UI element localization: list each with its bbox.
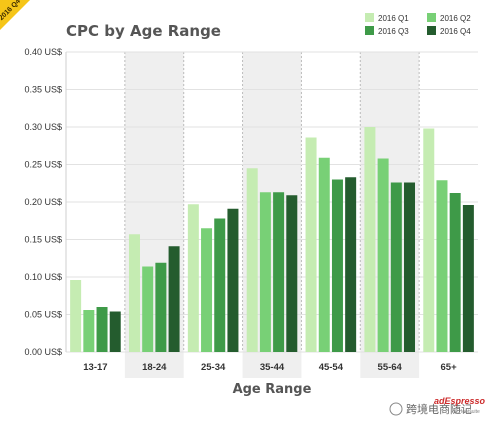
bar-35-44-2016-Q3 (273, 192, 285, 352)
x-axis-label: Age Range (233, 382, 312, 397)
x-tick-label: 25-34 (201, 362, 226, 373)
bar-55-64-2016-Q2 (377, 158, 389, 352)
y-tick-label: 0.20 US$ (24, 197, 62, 207)
y-tick-label: 0.40 US$ (24, 47, 62, 57)
legend-label: 2016 Q1 (378, 14, 409, 23)
watermark-logo: adEspresso (434, 396, 486, 406)
bar-25-34-2016-Q2 (201, 228, 213, 352)
bar-35-44-2016-Q1 (246, 168, 258, 352)
legend-label: 2016 Q3 (378, 27, 409, 36)
badge-ribbon-shape (0, 0, 30, 30)
bar-65+-2016-Q2 (436, 180, 448, 352)
bar-13-17-2016-Q2 (83, 310, 95, 352)
bar-55-64-2016-Q3 (390, 182, 402, 352)
bar-35-44-2016-Q2 (259, 192, 271, 352)
legend-label: 2016 Q2 (440, 14, 471, 23)
bar-18-24-2016-Q4 (168, 246, 180, 352)
bar-45-54-2016-Q3 (331, 179, 343, 352)
y-tick-label: 0.35 US$ (24, 85, 62, 95)
corner-badge: 2016 Q4 (0, 0, 30, 30)
bar-45-54-2016-Q4 (345, 177, 357, 352)
x-tick-label: 13-17 (83, 362, 107, 373)
bar-25-34-2016-Q3 (214, 218, 226, 352)
bar-45-54-2016-Q2 (318, 157, 330, 352)
bar-25-34-2016-Q4 (227, 208, 239, 352)
x-tick-label: 55-64 (378, 362, 403, 373)
legend-swatch (365, 13, 374, 22)
y-tick-label: 0.30 US$ (24, 122, 62, 132)
watermark-logo-sub: by Hootsuite (452, 409, 480, 415)
legend: 2016 Q1 2016 Q2 2016 Q3 2016 Q4 (365, 13, 471, 36)
legend-label: 2016 Q4 (440, 27, 471, 36)
bar-65+-2016-Q1 (423, 128, 435, 352)
y-tick-label: 0.05 US$ (24, 310, 62, 320)
bar-25-34-2016-Q1 (187, 204, 199, 352)
x-tick-label: 65+ (441, 362, 458, 373)
watermark: 跨境电商随记 adEspresso by Hootsuite (389, 396, 486, 416)
y-tick-label: 0.10 US$ (24, 272, 62, 282)
legend-swatch (427, 26, 436, 35)
y-axis-ticks: 0.00 US$ 0.05 US$ 0.10 US$ 0.15 US$ 0.20 US$… (24, 47, 62, 357)
bar-65+-2016-Q3 (449, 193, 461, 352)
x-axis-ticks: 13-17 18-24 25-34 35-44 45-54 55-64 65+ (83, 362, 457, 373)
bar-13-17-2016-Q4 (109, 311, 121, 352)
bar-65+-2016-Q4 (462, 205, 474, 352)
x-tick-label: 18-24 (142, 362, 167, 373)
bar-13-17-2016-Q1 (70, 280, 82, 352)
bar-35-44-2016-Q4 (286, 195, 298, 352)
x-tick-label: 35-44 (260, 362, 285, 373)
legend-swatch (427, 13, 436, 22)
y-tick-label: 0.15 US$ (24, 235, 62, 245)
bar-55-64-2016-Q1 (364, 127, 376, 352)
bar-13-17-2016-Q3 (96, 307, 108, 352)
bar-18-24-2016-Q1 (128, 234, 140, 352)
x-tick-label: 45-54 (319, 362, 344, 373)
y-tick-label: 0.00 US$ (24, 347, 62, 357)
bar-55-64-2016-Q4 (404, 182, 416, 352)
watermark-text: 跨境电商随记 (406, 402, 472, 416)
bar-45-54-2016-Q1 (305, 137, 317, 352)
bars (70, 127, 474, 352)
bar-18-24-2016-Q3 (155, 262, 167, 352)
wechat-icon (389, 402, 403, 416)
bar-18-24-2016-Q2 (142, 266, 154, 352)
y-tick-label: 0.25 US$ (24, 160, 62, 170)
legend-swatch (365, 26, 374, 35)
chart-title: CPC by Age Range (66, 22, 221, 40)
